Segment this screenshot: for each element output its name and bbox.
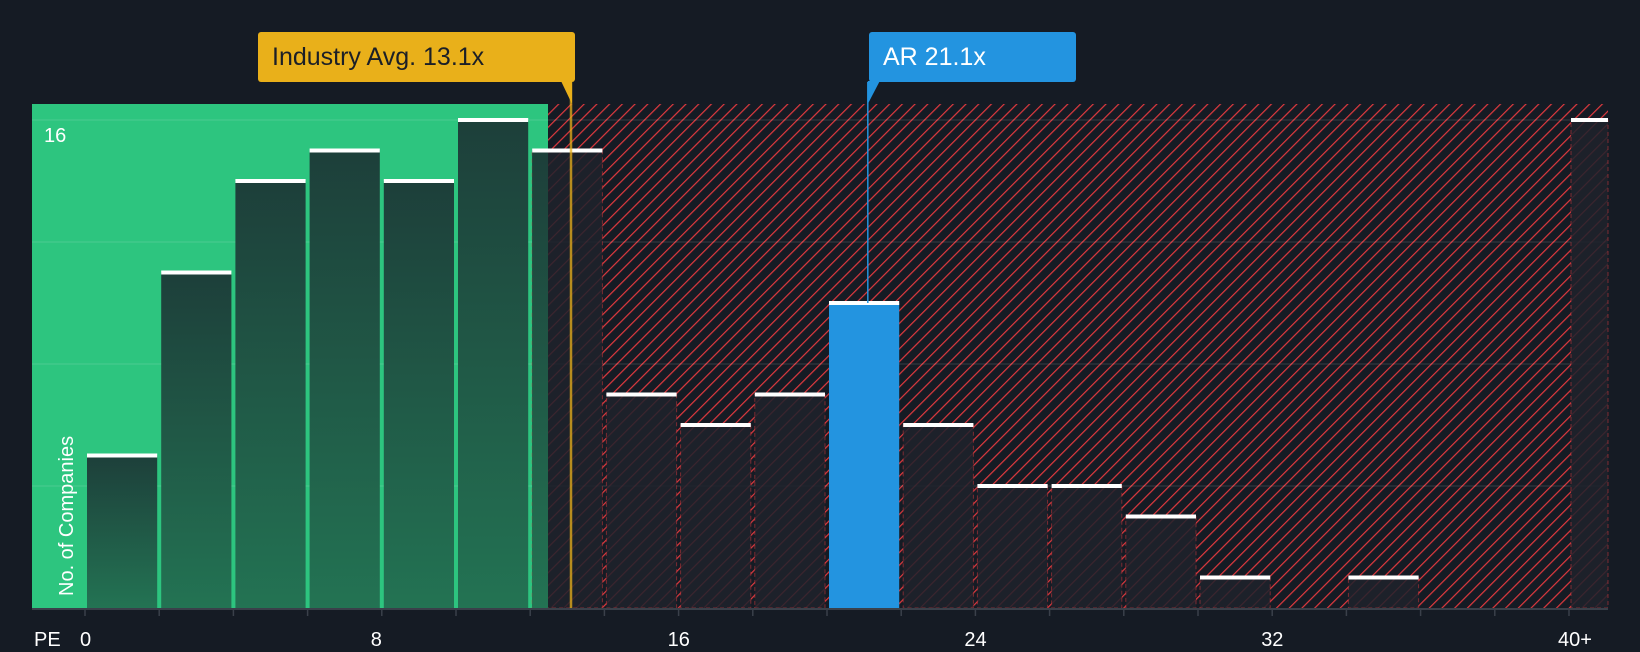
histogram-bar-green-part [532,150,549,608]
x-tick-label: 8 [370,629,382,651]
x-tick-label: 16 [667,629,690,651]
bar-cap [532,148,603,153]
bar-cap [829,301,900,305]
x-tick-label: 40+ [1558,629,1592,651]
histogram-bar [1199,577,1271,609]
x-tick-label: 0 [80,629,92,651]
histogram-bar [1347,577,1420,609]
bar-cap [606,392,677,397]
x-tick-label: 24 [964,629,987,651]
bar-cap [680,423,751,427]
company-pe-callout: AR 21.1x [869,32,1076,82]
y-axis-label: No. of Companies [56,435,78,596]
histogram-bar [87,455,158,608]
histogram-bar [309,150,380,608]
company-callout-pointer [867,81,880,104]
histogram-bar [1125,516,1197,609]
bar-cap [1200,575,1271,580]
bar-cap [458,118,529,122]
histogram-bar [902,424,974,609]
bar-cap [309,148,380,153]
bar-cap [383,179,454,183]
histogram-bar [458,120,529,608]
histogram-bar [1051,485,1123,609]
bar-cap [161,270,232,275]
x-tick-label: 32 [1261,629,1284,651]
bar-cap [1125,514,1196,519]
bar-cap [235,179,306,183]
industry-average-callout: Industry Avg. 13.1x [258,32,575,82]
industry-callout-pointer [561,81,573,104]
industry-average-label: Industry Avg. 13.1x [272,43,485,71]
bar-cap [903,423,974,427]
bar-cap [1571,118,1608,122]
bar-cap [1051,484,1122,488]
histogram-bar [1570,119,1609,609]
bar-cap [754,392,825,397]
bar-cap [87,453,158,458]
histogram-bar [680,424,752,609]
bar-cap [977,484,1048,488]
x-axis-label: PE [34,629,61,651]
company-bar [829,303,900,608]
bar-cap [1348,575,1419,580]
company-pe-label: AR 21.1x [883,43,986,71]
histogram-bar [754,394,826,609]
histogram-bar [976,485,1049,609]
histogram-bar [161,272,232,608]
histogram-bar [605,394,678,609]
histogram-bar [383,181,454,608]
y-tick-label: 16 [44,125,67,147]
histogram-bar [235,181,306,608]
